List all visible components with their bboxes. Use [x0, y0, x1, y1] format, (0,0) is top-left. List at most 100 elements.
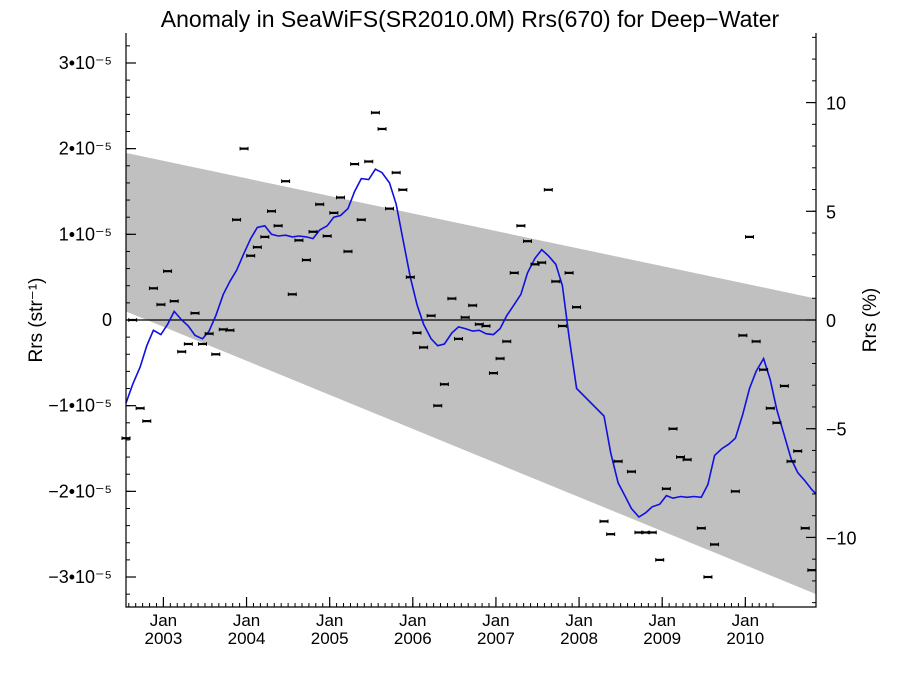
anomaly-point	[239, 146, 249, 151]
anomaly-point	[454, 337, 464, 341]
anomaly-point	[793, 449, 803, 453]
anomaly-point	[163, 269, 173, 273]
anomaly-point	[335, 195, 345, 200]
uncertainty-band-area	[126, 152, 816, 595]
anomaly-point	[204, 331, 214, 336]
right-tick-label: 10	[826, 94, 846, 114]
left-tick-label: 2•10⁻⁵	[59, 139, 112, 159]
anomaly-point	[183, 342, 193, 346]
anomaly-point	[759, 367, 769, 372]
anomaly-point	[447, 296, 457, 301]
anomaly-point	[488, 371, 498, 375]
anomaly-point	[391, 170, 401, 175]
smoothed-anomaly-line	[125, 168, 817, 519]
anomaly-point	[301, 258, 311, 262]
anomaly-point	[460, 315, 470, 320]
anomaly-point	[135, 406, 145, 411]
uncertainty-band	[126, 152, 816, 595]
anomaly-point	[772, 421, 782, 425]
anomaly-point	[730, 489, 740, 494]
left-tick-label: 3•10⁻⁵	[59, 53, 112, 73]
anomaly-point	[419, 345, 429, 350]
anomaly-point	[647, 530, 657, 535]
anomaly-point	[495, 356, 505, 361]
x-tick-month-label: Jan	[565, 611, 592, 630]
anomaly-point	[266, 209, 276, 213]
anomaly-point	[655, 558, 665, 562]
x-tick-year-label: 2003	[144, 629, 182, 648]
x-tick-year-label: 2009	[643, 629, 681, 648]
left-tick-label: 0	[102, 310, 112, 330]
anomaly-point	[315, 202, 325, 207]
anomaly-point	[308, 229, 318, 234]
anomaly-point	[613, 459, 623, 464]
anomaly-point	[606, 532, 616, 536]
right-axis-ticks: 10 5 0 −5 −10	[806, 36, 857, 604]
anomaly-point	[599, 519, 609, 524]
anomaly-point	[177, 349, 187, 354]
anomaly-point	[211, 352, 221, 357]
anomaly-point	[156, 302, 166, 307]
anomaly-point	[738, 333, 748, 338]
left-tick-label: −1•10⁻⁵	[48, 396, 112, 416]
anomaly-point	[377, 127, 387, 131]
anomaly-point	[481, 324, 491, 328]
anomaly-point	[364, 159, 374, 164]
monthly-anomaly-points	[121, 110, 817, 579]
anomaly-point	[356, 217, 366, 222]
smoothed-line-group	[125, 168, 817, 519]
x-tick-year-label: 2006	[394, 629, 432, 648]
anomaly-point	[350, 162, 360, 166]
anomaly-point	[696, 526, 706, 530]
anomaly-point	[190, 311, 200, 315]
anomaly-point	[412, 331, 422, 335]
anomaly-point	[779, 384, 789, 388]
anomaly-point	[661, 486, 671, 491]
anomaly-point	[751, 339, 761, 344]
anomaly-point	[252, 245, 262, 249]
anomaly-point	[572, 305, 582, 309]
x-tick-month-label: Jan	[150, 611, 177, 630]
x-tick-month-label: Jan	[732, 611, 759, 630]
x-tick-month-label: Jan	[316, 611, 343, 630]
anomaly-point	[439, 382, 449, 387]
anomaly-point	[468, 303, 478, 308]
anomaly-point	[710, 542, 720, 547]
y-axis-label-left: Rrs (str⁻¹)	[26, 278, 47, 363]
anomaly-point	[405, 275, 415, 279]
anomaly-point	[260, 235, 270, 239]
x-axis-ticks: Jan2003Jan2004Jan2005Jan2006Jan2007Jan20…	[128, 597, 774, 648]
anomaly-point	[281, 179, 291, 184]
anomaly-point	[287, 292, 297, 297]
anomaly-point	[523, 239, 533, 243]
anomaly-point	[703, 575, 713, 579]
anomaly-point	[668, 427, 678, 431]
right-tick-label: −10	[826, 528, 857, 548]
anomaly-point	[516, 223, 526, 228]
anomaly-point	[343, 249, 353, 254]
anomaly-point	[385, 206, 395, 211]
x-tick-month-label: Jan	[648, 611, 675, 630]
anomaly-point	[225, 328, 235, 333]
x-tick-year-label: 2010	[726, 629, 764, 648]
x-tick-month-label: Jan	[233, 611, 260, 630]
anomaly-point	[329, 211, 339, 215]
anomaly-point	[232, 217, 242, 222]
anomaly-point	[682, 457, 692, 462]
anomaly-point	[370, 110, 380, 115]
y-axis-label-right: Rrs (%)	[860, 288, 881, 352]
x-tick-year-label: 2007	[477, 629, 515, 648]
anomaly-point	[322, 234, 332, 238]
anomaly-point	[557, 324, 567, 328]
anomaly-point	[502, 339, 512, 344]
anomaly-point	[509, 271, 519, 275]
right-tick-label: 5	[826, 202, 836, 222]
right-tick-label: −5	[826, 420, 847, 440]
anomaly-point	[148, 286, 158, 291]
anomaly-point	[675, 455, 685, 459]
anomaly-point	[564, 271, 574, 275]
anomaly-point	[246, 253, 256, 258]
anomaly-point	[294, 238, 304, 243]
anomaly-point	[765, 406, 775, 411]
